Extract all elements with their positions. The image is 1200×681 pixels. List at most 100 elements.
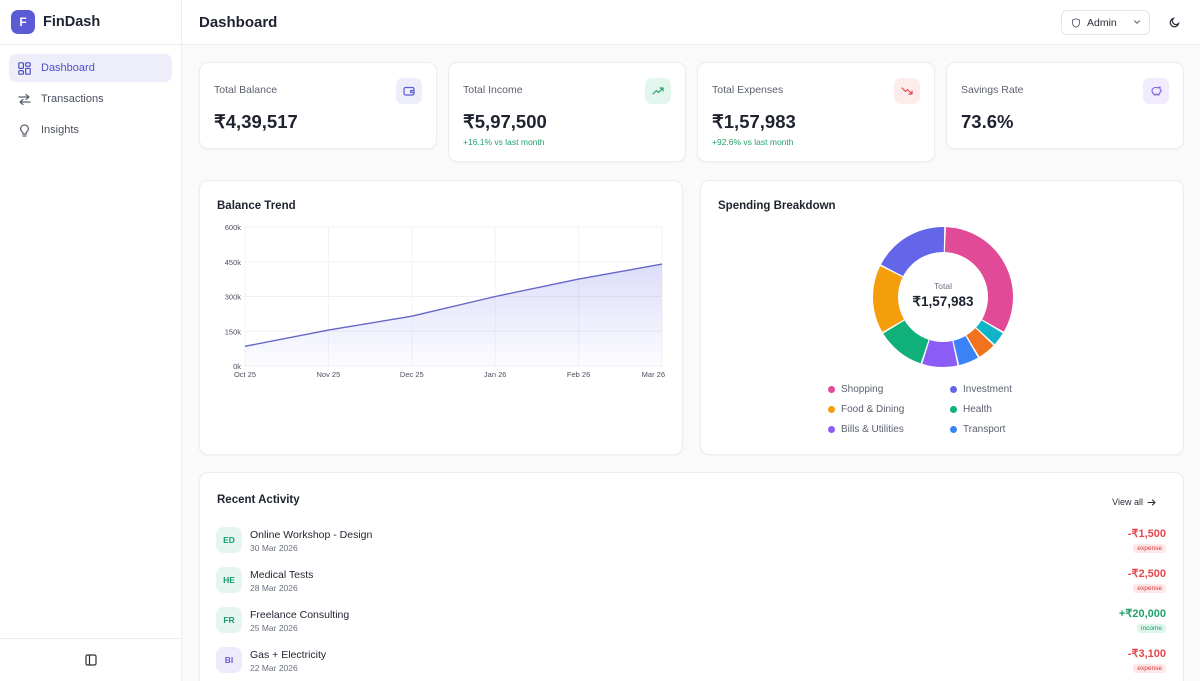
chevron-down-icon [1132, 17, 1142, 27]
legend-dot [828, 425, 835, 433]
sidebar-item-insights[interactable]: Insights [9, 116, 172, 144]
x-tick-label: Feb 26 [567, 370, 590, 379]
sidebar-footer [0, 638, 181, 681]
stat-label: Total Expenses [712, 84, 784, 96]
topbar: Dashboard Admin [182, 0, 1200, 45]
arrow-right-icon [1147, 498, 1156, 507]
section-title: Balance Trend [217, 200, 296, 212]
y-tick-label: 450k [225, 258, 242, 267]
activity-type-badge: expense [1133, 664, 1166, 673]
sidebar-item-label: Transactions [41, 93, 104, 105]
section-title: Recent Activity [217, 494, 300, 506]
legend-item: Shopping [828, 383, 950, 395]
activity-avatar: HE [216, 567, 242, 593]
donut-slice[interactable] [944, 227, 1013, 332]
piggy-bank-icon [1143, 78, 1169, 104]
activity-date: 30 Mar 2026 [250, 543, 298, 553]
trending-down-icon [894, 78, 920, 104]
donut-slice[interactable] [873, 266, 905, 332]
stat-value: ₹4,39,517 [214, 111, 298, 132]
stat-label: Savings Rate [961, 84, 1024, 96]
legend-dot [828, 385, 835, 393]
role-select-value: Admin [1087, 16, 1117, 29]
x-tick-label: Jan 26 [484, 370, 507, 379]
spending-breakdown-card: Spending Breakdown Total ₹1,57,983 Shopp… [700, 180, 1184, 455]
arrows-swap-icon [17, 92, 31, 106]
brand-logo: F [11, 10, 35, 34]
legend-item: Bills & Utilities [828, 423, 950, 435]
legend-label: Investment [963, 383, 1012, 395]
legend-item: Transport [950, 423, 1072, 435]
stat-card-total-balance: Total Balance ₹4,39,517 [199, 62, 437, 149]
stat-label: Total Income [463, 84, 523, 96]
legend-dot [828, 405, 835, 413]
spending-donut-chart [873, 227, 1013, 367]
sidebar-item-transactions[interactable]: Transactions [9, 85, 172, 113]
donut-slice[interactable] [922, 339, 958, 367]
balance-trend-card: Balance Trend 600k 450k 300k 150k 0k Oct 25 No… [199, 180, 683, 455]
donut-center-value: ₹1,57,983 [912, 294, 974, 309]
activity-row[interactable]: HE Medical Tests 28 Mar 2026 -₹2,500 exp… [216, 563, 1170, 603]
role-select[interactable]: Admin [1061, 10, 1150, 35]
donut-slice[interactable] [880, 227, 945, 277]
activity-type-badge: income [1137, 624, 1166, 633]
legend-dot [950, 405, 957, 413]
stat-card-total-expenses: Total Expenses ₹1,57,983 +92.6% vs last … [697, 62, 935, 162]
activity-title: Freelance Consulting [250, 609, 350, 621]
donut-slice[interactable] [883, 320, 929, 364]
y-tick-label: 600k [225, 223, 242, 232]
activity-avatar: FR [216, 607, 242, 633]
legend-label: Health [963, 403, 992, 415]
stat-change: +92.6% vs last month [712, 137, 794, 147]
activity-row[interactable]: FR Freelance Consulting 25 Mar 2026 +₹20… [216, 603, 1170, 643]
legend-label: Shopping [841, 383, 884, 395]
activity-title: Medical Tests [250, 569, 314, 581]
shield-icon [1071, 17, 1081, 28]
x-tick-label: Mar 26 [642, 370, 665, 379]
sidebar-item-label: Dashboard [41, 62, 95, 74]
section-title: Spending Breakdown [718, 200, 836, 212]
brand-name: FinDash [43, 14, 101, 30]
trend-area [245, 264, 662, 366]
sidebar-collapse-icon[interactable] [84, 654, 97, 666]
activity-list: ED Online Workshop - Design 30 Mar 2026 … [216, 523, 1170, 681]
activity-amount: -₹2,500 [1127, 568, 1166, 580]
activity-row[interactable]: BI Gas + Electricity 22 Mar 2026 -₹3,100… [216, 643, 1170, 681]
activity-date: 22 Mar 2026 [250, 663, 298, 673]
page-title: Dashboard [199, 14, 278, 31]
activity-amount: -₹1,500 [1127, 528, 1166, 540]
sidebar-item-dashboard[interactable]: Dashboard [9, 54, 172, 82]
activity-avatar: BI [216, 647, 242, 673]
spending-legend: Shopping Investment Food & Dining Health… [828, 383, 1088, 435]
y-tick-label: 300k [225, 293, 242, 302]
donut-center-label: Total [934, 281, 952, 291]
activity-amount: -₹3,100 [1127, 648, 1166, 660]
legend-label: Transport [963, 423, 1006, 435]
theme-toggle-button[interactable] [1165, 13, 1183, 31]
activity-type-badge: expense [1133, 584, 1166, 593]
y-tick-label: 150k [225, 327, 242, 336]
legend-label: Bills & Utilities [841, 423, 904, 435]
view-all-label: View all [1112, 497, 1143, 507]
brand: F FinDash [0, 0, 181, 45]
donut-slice[interactable] [966, 328, 994, 357]
activity-date: 28 Mar 2026 [250, 583, 298, 593]
x-tick-label: Oct 25 [234, 370, 256, 379]
stat-card-total-income: Total Income ₹5,97,500 +16.1% vs last mo… [448, 62, 686, 162]
activity-row[interactable]: ED Online Workshop - Design 30 Mar 2026 … [216, 523, 1170, 563]
stat-value: ₹1,57,983 [712, 111, 796, 132]
donut-slice[interactable] [953, 335, 978, 366]
stat-change: +16.1% vs last month [463, 137, 545, 147]
trend-line [244, 263, 663, 347]
trending-up-icon [645, 78, 671, 104]
legend-item: Food & Dining [828, 403, 950, 415]
stat-value: 73.6% [961, 111, 1014, 132]
activity-amount: +₹20,000 [1118, 608, 1166, 620]
view-all-link[interactable]: View all [1112, 497, 1156, 507]
x-tick-label: Dec 25 [400, 370, 424, 379]
legend-item: Health [950, 403, 1072, 415]
legend-dot [950, 425, 957, 433]
activity-title: Online Workshop - Design [250, 529, 373, 541]
donut-slice[interactable] [976, 320, 1003, 345]
